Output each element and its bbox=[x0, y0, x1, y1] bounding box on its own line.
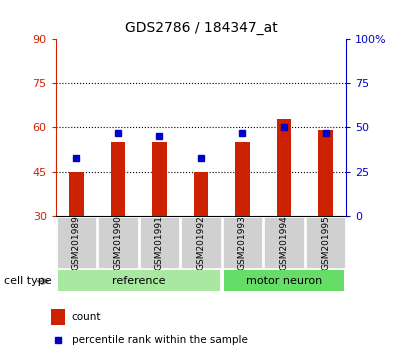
Bar bbox=[224, 270, 344, 291]
Bar bbox=[235, 142, 250, 216]
Bar bbox=[69, 172, 84, 216]
Text: GSM201994: GSM201994 bbox=[279, 215, 289, 270]
Text: GSM201993: GSM201993 bbox=[238, 215, 247, 270]
Bar bbox=[222, 217, 262, 268]
Text: GSM201995: GSM201995 bbox=[321, 215, 330, 270]
Bar bbox=[111, 142, 125, 216]
Text: cell type: cell type bbox=[4, 276, 52, 286]
Bar bbox=[194, 172, 208, 216]
Text: reference: reference bbox=[112, 275, 166, 286]
Bar bbox=[264, 217, 304, 268]
Title: GDS2786 / 184347_at: GDS2786 / 184347_at bbox=[125, 21, 277, 35]
Text: GSM201990: GSM201990 bbox=[113, 215, 123, 270]
Text: motor neuron: motor neuron bbox=[246, 275, 322, 286]
Bar bbox=[318, 130, 333, 216]
Bar bbox=[277, 119, 291, 216]
Bar bbox=[98, 217, 138, 268]
Text: percentile rank within the sample: percentile rank within the sample bbox=[72, 335, 248, 346]
Text: GSM201992: GSM201992 bbox=[197, 215, 205, 270]
Bar bbox=[51, 309, 65, 325]
Text: GSM201989: GSM201989 bbox=[72, 215, 81, 270]
Bar bbox=[306, 217, 345, 268]
Bar bbox=[181, 217, 221, 268]
Bar bbox=[57, 217, 96, 268]
Text: GSM201991: GSM201991 bbox=[155, 215, 164, 270]
Bar bbox=[58, 270, 220, 291]
Text: count: count bbox=[72, 312, 101, 322]
Bar bbox=[140, 217, 179, 268]
Bar bbox=[152, 142, 167, 216]
